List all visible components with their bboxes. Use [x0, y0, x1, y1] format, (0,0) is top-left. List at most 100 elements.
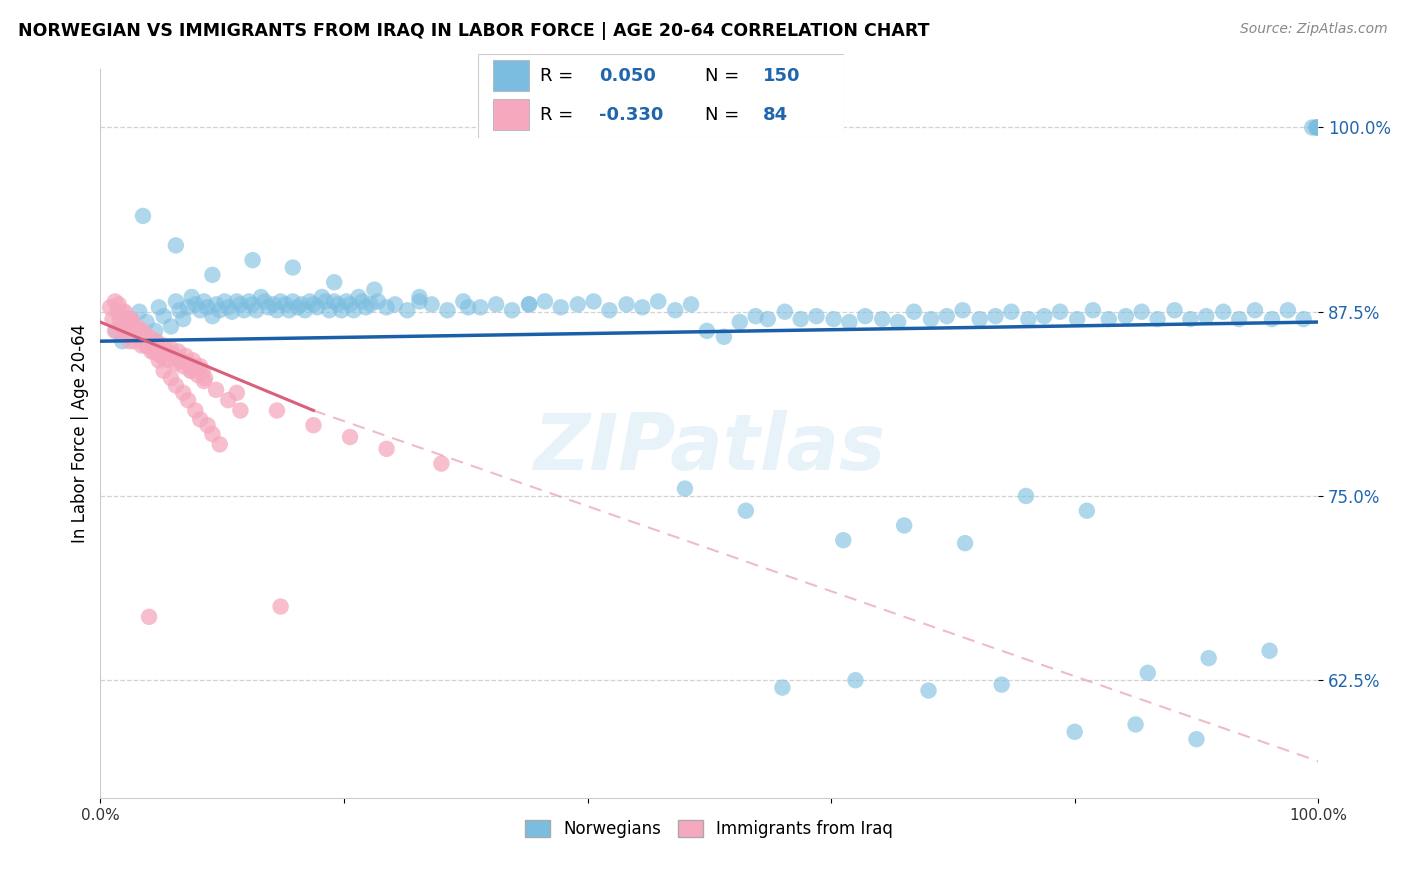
- Norwegians: [1301, 120, 1323, 135]
- Norwegians: [647, 294, 669, 309]
- Text: 0.050: 0.050: [599, 67, 655, 85]
- Norwegians: [160, 319, 183, 334]
- Text: 150: 150: [763, 67, 800, 85]
- Text: R =: R =: [540, 67, 574, 85]
- Norwegians: [1076, 504, 1098, 518]
- Norwegians: [384, 297, 406, 311]
- Norwegians: [274, 297, 297, 311]
- Norwegians: [225, 294, 247, 309]
- Norwegians: [517, 297, 540, 311]
- Norwegians: [806, 309, 828, 323]
- Norwegians: [217, 301, 239, 315]
- Norwegians: [278, 303, 301, 318]
- Norwegians: [294, 303, 316, 318]
- Immigrants from Iraq: [132, 326, 155, 341]
- Norwegians: [534, 294, 557, 309]
- Norwegians: [143, 324, 166, 338]
- Immigrants from Iraq: [141, 344, 163, 359]
- Norwegians: [266, 303, 288, 318]
- Norwegians: [172, 312, 194, 326]
- Norwegians: [184, 297, 207, 311]
- Norwegians: [177, 301, 200, 315]
- Norwegians: [221, 304, 243, 318]
- Immigrants from Iraq: [157, 353, 180, 368]
- Immigrants from Iraq: [339, 430, 361, 444]
- Text: N =: N =: [704, 67, 740, 85]
- Immigrants from Iraq: [142, 344, 165, 359]
- Immigrants from Iraq: [108, 312, 131, 326]
- Norwegians: [1292, 312, 1315, 326]
- Immigrants from Iraq: [194, 371, 217, 385]
- Immigrants from Iraq: [121, 324, 143, 338]
- Immigrants from Iraq: [193, 374, 215, 388]
- Immigrants from Iraq: [302, 418, 325, 433]
- Immigrants from Iraq: [101, 312, 124, 326]
- Norwegians: [318, 303, 340, 318]
- Norwegians: [1163, 303, 1185, 318]
- Immigrants from Iraq: [138, 330, 160, 344]
- Y-axis label: In Labor Force | Age 20-64: In Labor Force | Age 20-64: [72, 324, 89, 543]
- Norwegians: [1306, 120, 1329, 135]
- Immigrants from Iraq: [98, 301, 121, 315]
- Immigrants from Iraq: [138, 610, 160, 624]
- Immigrants from Iraq: [172, 385, 194, 400]
- Immigrants from Iraq: [150, 349, 173, 363]
- Norwegians: [1063, 724, 1085, 739]
- Norwegians: [233, 303, 256, 318]
- Norwegians: [257, 301, 280, 315]
- Norwegians: [1277, 303, 1299, 318]
- Norwegians: [485, 297, 508, 311]
- Text: 84: 84: [763, 105, 789, 123]
- Immigrants from Iraq: [191, 364, 214, 378]
- Immigrants from Iraq: [180, 364, 202, 378]
- Norwegians: [298, 294, 321, 309]
- Norwegians: [1125, 717, 1147, 731]
- Norwegians: [1000, 304, 1022, 318]
- Immigrants from Iraq: [118, 334, 141, 349]
- Immigrants from Iraq: [115, 312, 138, 326]
- Immigrants from Iraq: [162, 349, 184, 363]
- Immigrants from Iraq: [201, 427, 224, 442]
- Immigrants from Iraq: [181, 353, 204, 368]
- Norwegians: [1130, 304, 1153, 318]
- Norwegians: [238, 294, 260, 309]
- Norwegians: [229, 297, 252, 311]
- Immigrants from Iraq: [138, 334, 160, 349]
- Immigrants from Iraq: [111, 304, 134, 318]
- Immigrants from Iraq: [170, 353, 193, 368]
- Norwegians: [205, 297, 228, 311]
- Immigrants from Iraq: [141, 338, 163, 352]
- Norwegians: [201, 268, 224, 282]
- Norwegians: [616, 297, 638, 311]
- Immigrants from Iraq: [132, 324, 155, 338]
- Norwegians: [470, 301, 492, 315]
- Immigrants from Iraq: [104, 294, 127, 309]
- Immigrants from Iraq: [208, 437, 231, 451]
- Norwegians: [111, 334, 134, 349]
- Norwegians: [1305, 120, 1327, 135]
- Norwegians: [347, 290, 370, 304]
- Norwegians: [1244, 303, 1267, 318]
- Norwegians: [756, 312, 779, 326]
- Norwegians: [1081, 303, 1104, 318]
- Norwegians: [1308, 120, 1330, 135]
- Norwegians: [920, 312, 942, 326]
- Immigrants from Iraq: [160, 371, 183, 385]
- Immigrants from Iraq: [148, 353, 170, 368]
- Norwegians: [335, 294, 357, 309]
- Norwegians: [844, 673, 866, 688]
- Norwegians: [453, 294, 475, 309]
- Immigrants from Iraq: [184, 359, 207, 374]
- Norwegians: [1227, 312, 1250, 326]
- Norwegians: [1066, 312, 1088, 326]
- Norwegians: [728, 315, 751, 329]
- Norwegians: [290, 297, 312, 311]
- Norwegians: [1146, 312, 1168, 326]
- Norwegians: [870, 312, 893, 326]
- Immigrants from Iraq: [152, 364, 174, 378]
- Text: ZIPatlas: ZIPatlas: [533, 410, 886, 486]
- Norwegians: [201, 309, 224, 323]
- Immigrants from Iraq: [124, 334, 146, 349]
- Norwegians: [1185, 732, 1208, 747]
- Norwegians: [1015, 489, 1038, 503]
